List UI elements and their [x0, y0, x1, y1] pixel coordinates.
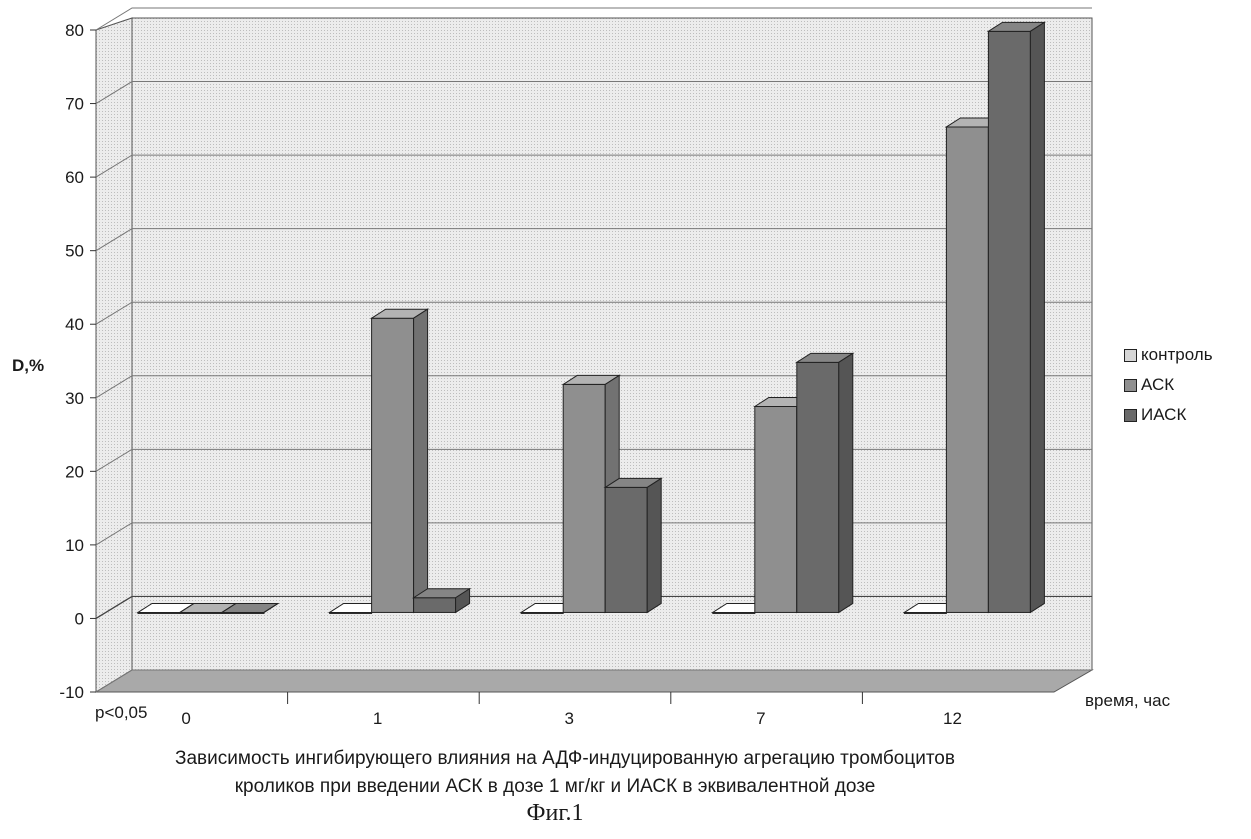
legend-swatch-ask: [1124, 379, 1137, 392]
y-tick-label: 0: [75, 609, 84, 628]
bar-front: [755, 406, 797, 612]
y-tick-label: 20: [65, 462, 84, 481]
bar: [605, 478, 661, 612]
bar: [797, 353, 853, 612]
bar-side: [1030, 22, 1044, 612]
legend-label-ask: АСК: [1141, 370, 1174, 400]
legend-item-ask: АСК: [1124, 370, 1213, 400]
chart-caption-line-1: Зависимость ингибирующего влияния на АДФ…: [0, 748, 1130, 770]
bar-front: [797, 362, 839, 612]
bar-front: [414, 598, 456, 613]
bar: [414, 589, 470, 613]
side-wall: [96, 18, 132, 692]
chart-caption-line-2: кроликов при введении АСК в дозе 1 мг/кг…: [0, 776, 1110, 798]
x-tick-label: 12: [943, 709, 962, 728]
x-tick-label: 3: [565, 709, 574, 728]
y-tick-label: 60: [65, 168, 84, 187]
significance-annotation: p<0,05: [95, 703, 147, 722]
bar-side: [647, 478, 661, 612]
bar-side: [839, 353, 853, 612]
figure-label: Фиг.1: [0, 800, 1110, 827]
y-tick-label: 10: [65, 536, 84, 555]
x-tick-labels: 0 1 3 7 12: [181, 692, 962, 728]
bar-front: [946, 127, 988, 612]
legend-label-iask: ИАСК: [1141, 400, 1186, 430]
floor: [96, 670, 1092, 692]
bar-front: [605, 487, 647, 612]
bar: [372, 309, 428, 612]
legend-swatch-iask: [1124, 409, 1137, 422]
bar-side: [414, 309, 428, 612]
x-tick-label: 1: [373, 709, 382, 728]
y-tick-label: 40: [65, 315, 84, 334]
y-axis-label: D,%: [12, 356, 44, 375]
bar-front: [372, 318, 414, 612]
legend-swatch-control: [1124, 349, 1137, 362]
y-tick-label: 80: [65, 21, 84, 40]
legend: контроль АСК ИАСК: [1124, 340, 1213, 430]
y-tick-label: -10: [59, 683, 84, 702]
legend-item-control: контроль: [1124, 340, 1213, 370]
legend-label-control: контроль: [1141, 340, 1213, 370]
y-tick-labels: -10 0 10 20 30 40 50 60 70 80: [59, 21, 84, 702]
legend-item-iask: ИАСК: [1124, 400, 1213, 430]
y-tick-label: 30: [65, 389, 84, 408]
y-tick-label: 70: [65, 95, 84, 114]
bar-front: [988, 31, 1030, 612]
y-tick-label: 50: [65, 242, 84, 261]
x-axis-label: время, час: [1085, 691, 1171, 710]
x-tick-label: 7: [756, 709, 765, 728]
bar: [988, 22, 1044, 612]
x-tick-label: 0: [181, 709, 190, 728]
bar-front: [563, 384, 605, 612]
